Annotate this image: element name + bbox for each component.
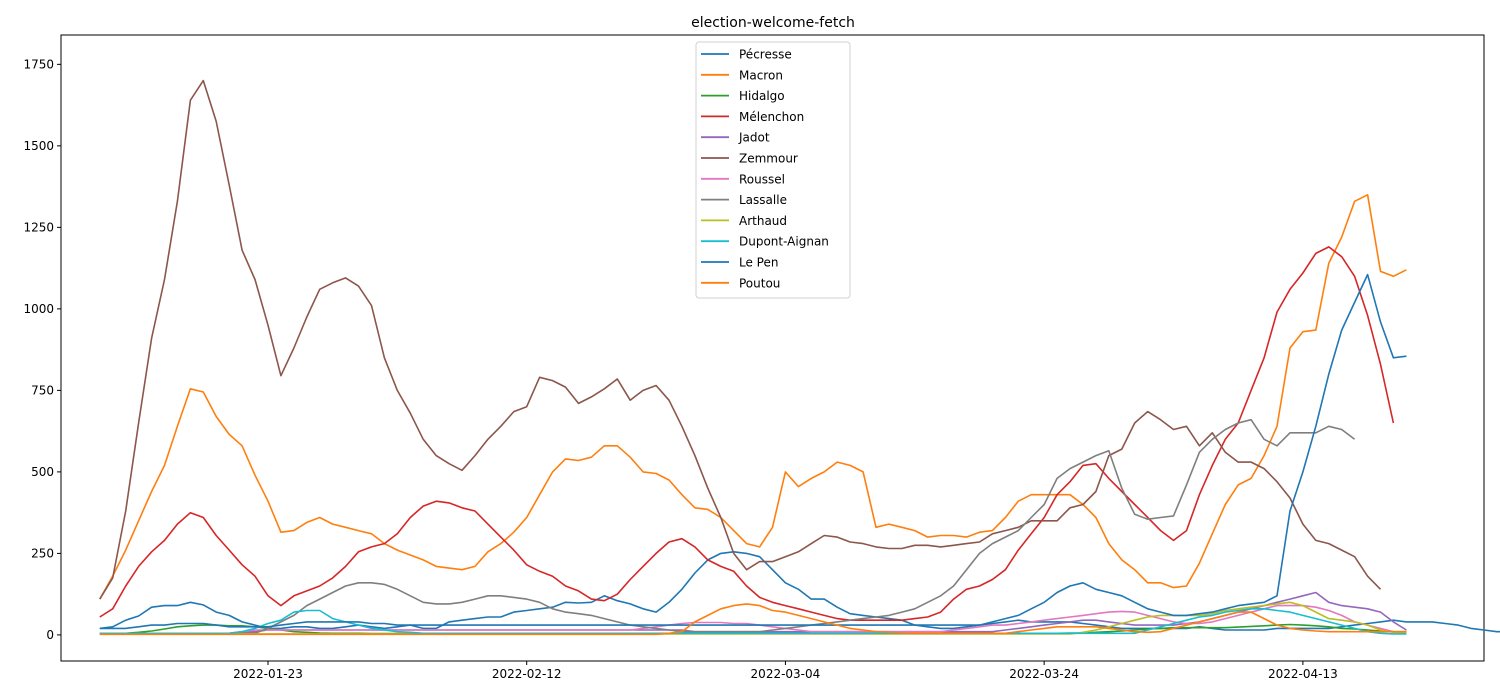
series-lines bbox=[99, 79, 1500, 636]
series-line-4 bbox=[99, 246, 1395, 622]
legend-label: Jadot bbox=[738, 131, 770, 145]
y-tick-label: 500 bbox=[31, 465, 54, 479]
series-line-10 bbox=[99, 607, 1407, 635]
legend-label: Arthaud bbox=[739, 214, 787, 228]
series-line-2 bbox=[99, 194, 1407, 600]
series-line-11 bbox=[99, 273, 1407, 630]
y-tick-label: 1500 bbox=[23, 139, 54, 153]
legend-frame bbox=[695, 41, 851, 299]
y-tick-label: 1000 bbox=[23, 302, 54, 316]
x-tick-label: 2022-02-12 bbox=[492, 667, 562, 681]
legend-label: Zemmour bbox=[739, 152, 798, 166]
y-tick-label: 250 bbox=[31, 546, 54, 560]
legend-label: Lassalle bbox=[739, 193, 787, 207]
x-tick-label: 2022-03-24 bbox=[1009, 667, 1079, 681]
x-tick-label: 2022-03-04 bbox=[751, 667, 821, 681]
x-tick-label: 2022-01-23 bbox=[233, 667, 303, 681]
x-axis: 2022-01-23 2022-02-12 2022-03-04 2022-03-24… bbox=[233, 661, 1338, 681]
y-tick-label: 750 bbox=[31, 383, 54, 397]
y-tick-label: 0 bbox=[46, 628, 54, 642]
series-line-8 bbox=[99, 418, 1356, 635]
chart-title: election-welcome-fetch bbox=[691, 15, 855, 31]
series-line-6 bbox=[99, 79, 1382, 600]
plot-area-frame bbox=[60, 34, 1485, 662]
legend-label: Le Pen bbox=[739, 256, 778, 270]
legend-label: Macron bbox=[739, 68, 783, 82]
legend-label: Poutou bbox=[739, 276, 780, 290]
series-line-9 bbox=[99, 601, 1407, 635]
y-axis: 0 250 500 750 1000 1250 1500 1750 bbox=[23, 57, 61, 642]
legend: Pécresse Macron Hidalgo Mélenchon Jadot Zemmo… bbox=[695, 41, 851, 299]
legend-label: Dupont-Aignan bbox=[739, 235, 829, 249]
x-tick-label: 2022-04-13 bbox=[1268, 667, 1338, 681]
legend-label: Pécresse bbox=[739, 48, 792, 62]
y-tick-label: 1750 bbox=[23, 57, 54, 71]
legend-label: Mélenchon bbox=[739, 110, 804, 124]
legend-label: Hidalgo bbox=[739, 89, 785, 103]
y-tick-label: 1250 bbox=[23, 220, 54, 234]
series-line-1 bbox=[99, 550, 1500, 633]
legend-label: Roussel bbox=[739, 172, 785, 186]
series-line-12 bbox=[99, 603, 1407, 636]
